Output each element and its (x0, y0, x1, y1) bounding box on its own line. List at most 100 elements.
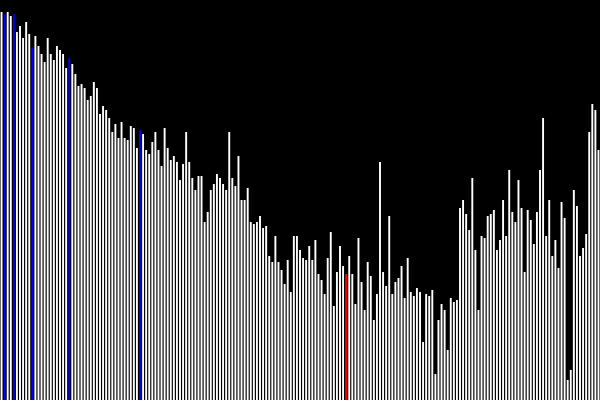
bar (9, 16, 12, 400)
bar (37, 46, 40, 400)
bar (489, 214, 492, 400)
bar (572, 190, 575, 400)
bar (43, 62, 46, 400)
bar (289, 292, 292, 400)
bar (394, 282, 397, 400)
bar (163, 128, 166, 400)
bar (68, 58, 71, 400)
bar (360, 282, 363, 400)
bar (151, 142, 154, 400)
bar (89, 96, 92, 400)
bar (397, 278, 400, 400)
bar (539, 170, 541, 400)
bar (179, 180, 181, 400)
bar (92, 82, 95, 400)
bar (329, 232, 332, 400)
bar (422, 342, 425, 400)
bar (139, 130, 141, 400)
bar (419, 292, 421, 400)
bar (588, 132, 591, 400)
bar (320, 280, 323, 400)
bar (431, 290, 434, 400)
bar (557, 268, 560, 400)
bar (234, 186, 237, 400)
bar (157, 150, 160, 400)
bar (83, 88, 86, 400)
bar (206, 212, 209, 400)
bar (529, 220, 532, 400)
bar (52, 60, 55, 400)
bar (99, 114, 101, 400)
bar (520, 208, 523, 400)
bar (255, 222, 258, 400)
bar (548, 200, 551, 400)
bar (271, 262, 274, 400)
bar (311, 260, 314, 400)
bar (406, 258, 409, 400)
bar (262, 228, 265, 400)
bar (111, 132, 114, 400)
bar (225, 190, 228, 400)
bar (326, 258, 329, 400)
bar (154, 132, 157, 400)
bar (246, 188, 249, 400)
bar (434, 374, 437, 400)
bar (28, 34, 31, 400)
bar (286, 260, 289, 400)
bar (249, 222, 252, 400)
bar (240, 200, 243, 400)
bar (117, 138, 120, 400)
bar (80, 84, 83, 400)
bar (212, 184, 215, 400)
bar (49, 54, 52, 400)
bar (569, 370, 572, 400)
bar (197, 176, 200, 400)
bar (437, 320, 440, 400)
bar (200, 176, 203, 400)
bar (135, 148, 138, 400)
bar (259, 216, 261, 400)
bar (391, 294, 394, 400)
bar (465, 214, 468, 400)
bar (191, 178, 194, 400)
bar (120, 122, 123, 400)
bar (0, 12, 3, 400)
bar (77, 86, 80, 400)
bar (443, 310, 446, 400)
bar (594, 110, 597, 400)
bar (566, 380, 569, 400)
bar (59, 50, 61, 400)
bar (532, 244, 535, 400)
bar (6, 12, 9, 400)
bar (299, 250, 301, 400)
bar (382, 272, 385, 400)
bar (71, 64, 74, 400)
bar (317, 274, 320, 400)
bar (172, 156, 175, 400)
bar (409, 292, 412, 400)
bar (228, 132, 231, 400)
bar (363, 310, 366, 400)
bar (335, 272, 338, 400)
bar (308, 246, 311, 400)
bar (505, 236, 508, 400)
bar (25, 22, 28, 400)
bar (22, 38, 25, 400)
bar (526, 210, 529, 400)
bar (339, 246, 341, 400)
bar (12, 14, 15, 400)
bar (345, 274, 348, 400)
bar (222, 184, 225, 400)
bar (209, 190, 212, 400)
bar (468, 230, 471, 400)
bar (292, 236, 295, 400)
bar (231, 178, 234, 400)
bar (551, 256, 554, 400)
bar (471, 178, 474, 400)
bar (145, 150, 148, 400)
bar (366, 262, 369, 400)
bar (203, 222, 206, 400)
bar (351, 274, 354, 400)
bar (40, 54, 43, 400)
bar (129, 126, 132, 400)
